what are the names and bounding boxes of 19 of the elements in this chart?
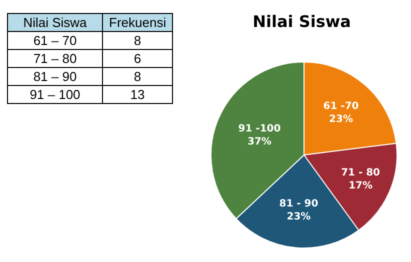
category-label: 71 – 80 <box>8 50 102 68</box>
data-label: 23% <box>329 114 353 126</box>
slice-label: 61 -70 <box>323 101 359 112</box>
data-label: 37% <box>248 136 272 148</box>
data-label: 8 <box>102 32 173 50</box>
data-label: 8 <box>102 68 173 86</box>
slice-label: 91 -100 <box>238 124 281 135</box>
category-label: 61 – 70 <box>8 32 102 50</box>
category-label: 81 – 90 <box>8 68 102 86</box>
data-label: 23% <box>286 212 311 223</box>
chart-title: Nilai Siswa <box>252 12 351 31</box>
text: Frekuensi <box>102 14 173 32</box>
slice-label: 81 - 90 <box>279 198 318 210</box>
text: Nilai Siswa <box>8 14 102 32</box>
data-label: 13 <box>102 86 173 104</box>
data-label: 17% <box>348 180 373 192</box>
category-label: 91 – 100 <box>8 86 102 104</box>
data-label: 6 <box>102 50 173 68</box>
slice-label: 71 - 80 <box>341 167 380 178</box>
